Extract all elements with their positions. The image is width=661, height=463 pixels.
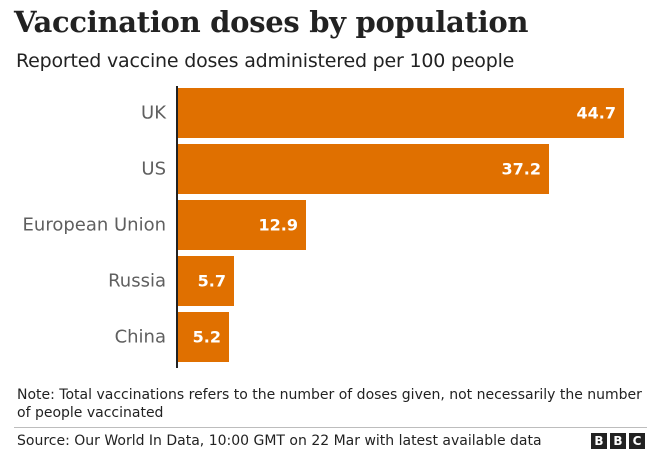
value-label: 5.2: [193, 328, 221, 347]
bbc-logo-letter: B: [610, 433, 626, 449]
bar-china: [177, 312, 229, 362]
source-text: Source: Our World In Data, 10:00 GMT on …: [17, 433, 542, 449]
bar-european-union: [177, 200, 306, 250]
bbc-logo: B B C: [591, 433, 645, 449]
chart-subtitle: Reported vaccine doses administered per …: [16, 50, 515, 72]
category-label: China: [115, 327, 166, 348]
bar-russia: [177, 256, 234, 306]
bbc-logo-letter: C: [629, 433, 645, 449]
category-label: UK: [141, 103, 167, 124]
value-label: 12.9: [259, 216, 298, 235]
value-label: 5.7: [198, 272, 226, 291]
category-label: US: [141, 159, 166, 180]
chart-note: Note: Total vaccinations refers to the n…: [17, 387, 642, 421]
bar-chart: UK 44.7 US 37.2 European Union 12.9 Russia 5.7 C…: [23, 86, 624, 368]
bar-uk: [177, 88, 624, 138]
value-label: 44.7: [577, 104, 616, 123]
value-label: 37.2: [502, 160, 541, 179]
category-label: European Union: [23, 215, 166, 236]
footer-divider: [14, 427, 647, 428]
category-label: Russia: [108, 271, 166, 292]
chart-title: Vaccination doses by population: [14, 5, 529, 39]
bbc-logo-letter: B: [591, 433, 607, 449]
bar-us: [177, 144, 549, 194]
